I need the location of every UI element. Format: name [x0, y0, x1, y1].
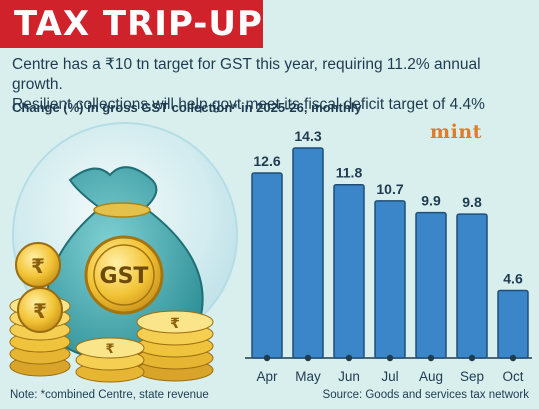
rupee-icon: ₹ [31, 254, 45, 278]
data-label-sep: 9.8 [462, 194, 482, 210]
footnote: Note: *combined Centre, state revenue [10, 389, 209, 401]
tick-marker-oct [509, 354, 517, 362]
gst-label: GST [100, 264, 149, 289]
bar-jul [374, 200, 406, 359]
bar-aug [415, 211, 447, 359]
gst-medallion [84, 235, 164, 315]
data-label-apr: 12.6 [253, 153, 280, 169]
data-label-may: 14.3 [294, 128, 321, 144]
tick-marker-aug [427, 354, 435, 362]
tick-marker-sep [468, 354, 476, 362]
tick-label-jun: Jun [338, 369, 360, 384]
subtitle: Centre has a ₹10 tn target for GST this … [12, 55, 532, 115]
tick-marker-jun [345, 354, 353, 362]
coin-stack-left: ₹ ₹ [9, 242, 71, 377]
tick-label-apr: Apr [256, 369, 278, 384]
coin-stack-right: ₹ [136, 310, 214, 382]
data-label-oct: 4.6 [503, 270, 523, 286]
rupee-icon: ₹ [33, 299, 47, 323]
tick-marker-jul [386, 354, 394, 362]
source-credit: Source: Goods and services tax network [322, 389, 529, 401]
tick-marker-may [304, 354, 312, 362]
data-label-jun: 11.8 [336, 165, 363, 181]
bag-tie [93, 202, 151, 218]
bar-jun [333, 183, 365, 359]
tick-marker-apr [263, 354, 271, 362]
coin-stack-front: ₹ [75, 337, 145, 383]
bar-apr [251, 172, 283, 359]
subtitle-line-1: Centre has a ₹10 tn target for GST this … [12, 56, 481, 93]
chart-title: Change (%) in gross GST collection* in 2… [12, 100, 362, 115]
headline: TAX TRIP-UP [0, 0, 263, 48]
tick-label-sep: Sep [460, 369, 484, 384]
bar-sep [456, 213, 488, 359]
tick-label-may: May [295, 369, 321, 384]
subtitle-line-2: Resilient collections will help govt mee… [12, 96, 485, 113]
bar-may [292, 147, 324, 359]
money-bag-illustration: GST ₹ ₹ ₹ ₹ [9, 122, 238, 383]
rupee-icon: ₹ [105, 342, 114, 357]
rupee-icon: ₹ [170, 316, 180, 332]
bar-oct [497, 289, 529, 359]
mint-logo: mint [430, 121, 482, 143]
tick-label-oct: Oct [502, 369, 523, 384]
data-label-aug: 9.9 [421, 193, 441, 209]
tick-label-aug: Aug [419, 369, 443, 384]
data-label-jul: 10.7 [376, 181, 403, 197]
tick-label-jul: Jul [381, 369, 398, 384]
